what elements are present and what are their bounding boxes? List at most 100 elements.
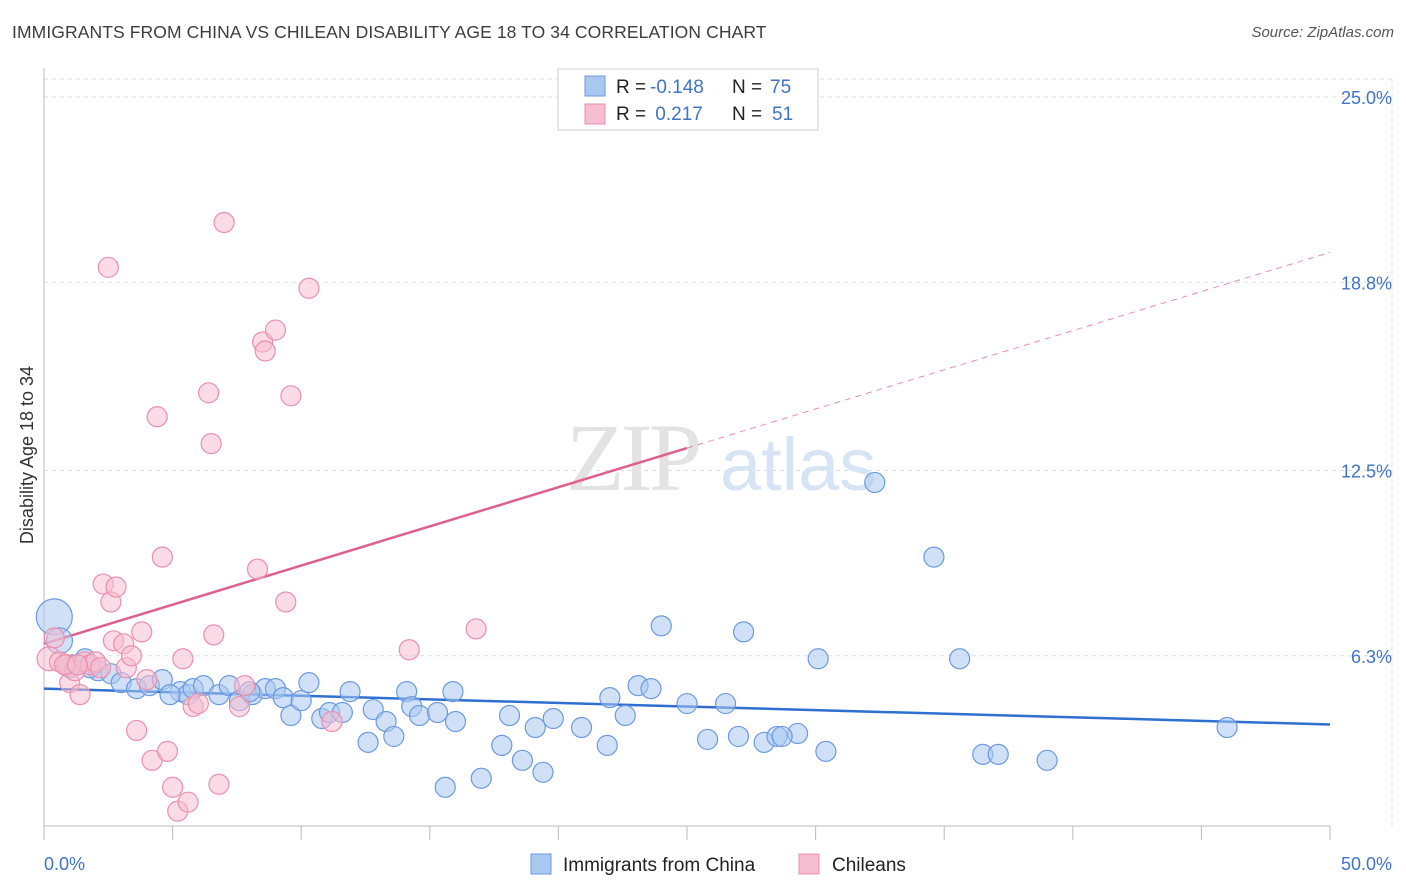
point-china-31 <box>383 725 405 748</box>
point-china-67 <box>987 743 1009 765</box>
point-chileans-46 <box>465 618 487 640</box>
y-tick-label-3: 25.0% <box>1341 88 1392 108</box>
y-tick-label-2: 18.8% <box>1341 273 1392 293</box>
point-china-44 <box>542 707 564 730</box>
point-china-61 <box>807 648 829 670</box>
series-chileans <box>36 211 487 822</box>
watermark-atlas: atlas <box>720 423 876 506</box>
point-china-21 <box>280 704 302 727</box>
legend: R = -0.148 N = 75 R = 0.217 N = 51 <box>557 68 819 131</box>
point-china-62 <box>815 740 837 762</box>
point-chileans-41 <box>275 591 297 613</box>
point-chileans-1 <box>43 627 65 649</box>
point-china-51 <box>650 615 672 637</box>
bottom-legend-label-blue: Immigrants from China <box>563 855 756 876</box>
point-chileans-36 <box>228 695 251 718</box>
trend-line-1-dashed <box>686 251 1331 449</box>
point-chileans-29 <box>187 692 209 715</box>
point-chileans-21 <box>146 406 168 428</box>
point-chileans-44 <box>321 710 343 733</box>
y-tick-label-0: 6.3% <box>1351 647 1392 667</box>
point-china-35 <box>426 701 449 724</box>
point-chileans-47 <box>97 256 119 278</box>
trend-line-1-solid <box>43 446 688 645</box>
x-tick-label-0: 0.0% <box>44 854 85 874</box>
point-chileans-39 <box>254 340 276 362</box>
point-china-53 <box>696 728 719 751</box>
point-chileans-27 <box>177 791 199 813</box>
point-chileans-22 <box>151 546 173 568</box>
watermark: ZIP atlas <box>566 404 876 511</box>
point-china-41 <box>511 749 533 771</box>
point-chileans-16 <box>120 645 143 667</box>
point-china-22 <box>290 689 312 712</box>
legend-n-label-0: N = <box>732 77 762 98</box>
point-china-50 <box>640 678 662 700</box>
point-china-42 <box>524 716 546 739</box>
point-chileans-43 <box>298 277 320 299</box>
legend-r-value-0: -0.148 <box>650 77 704 98</box>
point-chileans-6 <box>69 683 91 706</box>
point-chileans-45 <box>398 639 420 661</box>
point-chileans-19 <box>136 669 158 691</box>
y-tick-label-1: 12.5% <box>1341 462 1392 482</box>
series-immigrants-from-china <box>35 471 1238 798</box>
point-china-54 <box>714 692 737 715</box>
point-china-65 <box>949 648 971 670</box>
tick-labels: 6.3% 12.5% 18.8% 25.0% 0.0% 50.0% <box>44 88 1392 874</box>
point-china-46 <box>596 734 618 756</box>
chart-title: IMMIGRANTS FROM CHINA VS CHILEAN DISABIL… <box>12 22 767 42</box>
point-china-28 <box>357 731 379 754</box>
point-china-68 <box>1036 749 1058 771</box>
point-chileans-23 <box>156 740 179 762</box>
chart-source: Source: ZipAtlas.com <box>1251 24 1394 41</box>
point-china-38 <box>470 767 492 789</box>
legend-n-value-1: 51 <box>772 104 793 125</box>
point-china-47 <box>599 686 621 709</box>
point-china-48 <box>614 704 636 727</box>
point-china-39 <box>491 734 513 756</box>
point-china-56 <box>732 621 755 643</box>
point-china-55 <box>727 725 750 748</box>
point-chileans-24 <box>162 776 184 798</box>
point-chileans-40 <box>264 319 287 341</box>
point-china-23 <box>298 672 320 694</box>
point-chileans-34 <box>213 211 235 234</box>
bottom-legend: Immigrants from China Chileans <box>530 853 906 876</box>
watermark-zip: ZIP <box>566 404 699 511</box>
point-china-37 <box>442 681 464 703</box>
point-chileans-35 <box>234 675 256 697</box>
legend-r-label-0: R = <box>616 77 646 98</box>
point-china-72 <box>159 683 181 706</box>
point-chileans-17 <box>125 719 148 742</box>
y-axis-title: Disability Age 18 to 34 <box>17 366 37 544</box>
point-china-40 <box>498 704 521 727</box>
point-china-45 <box>570 716 593 739</box>
legend-swatch-pink <box>584 103 606 125</box>
point-china-27 <box>339 681 361 703</box>
point-china-64 <box>923 546 945 568</box>
legend-n-value-0: 75 <box>770 77 791 98</box>
point-chileans-49 <box>66 654 89 676</box>
bottom-legend-swatch-blue <box>530 853 552 875</box>
point-chileans-32 <box>203 624 225 646</box>
point-china-74 <box>444 710 467 733</box>
legend-r-label-1: R = <box>616 104 646 125</box>
point-chileans-30 <box>198 382 220 404</box>
point-chileans-31 <box>200 433 222 455</box>
point-chileans-42 <box>280 385 302 407</box>
point-chileans-50 <box>89 657 112 679</box>
point-china-69 <box>1216 716 1238 739</box>
axes <box>43 68 1331 840</box>
point-china-20 <box>272 686 294 709</box>
point-china-36 <box>434 776 456 798</box>
point-china-52 <box>676 692 698 715</box>
legend-n-label-1: N = <box>732 104 762 125</box>
bottom-legend-label-pink: Chileans <box>832 855 906 876</box>
point-chileans-26 <box>172 648 194 670</box>
bottom-legend-swatch-pink <box>798 853 820 875</box>
point-chileans-13 <box>105 576 127 598</box>
point-china-63 <box>864 471 886 494</box>
point-china-60 <box>771 725 793 748</box>
